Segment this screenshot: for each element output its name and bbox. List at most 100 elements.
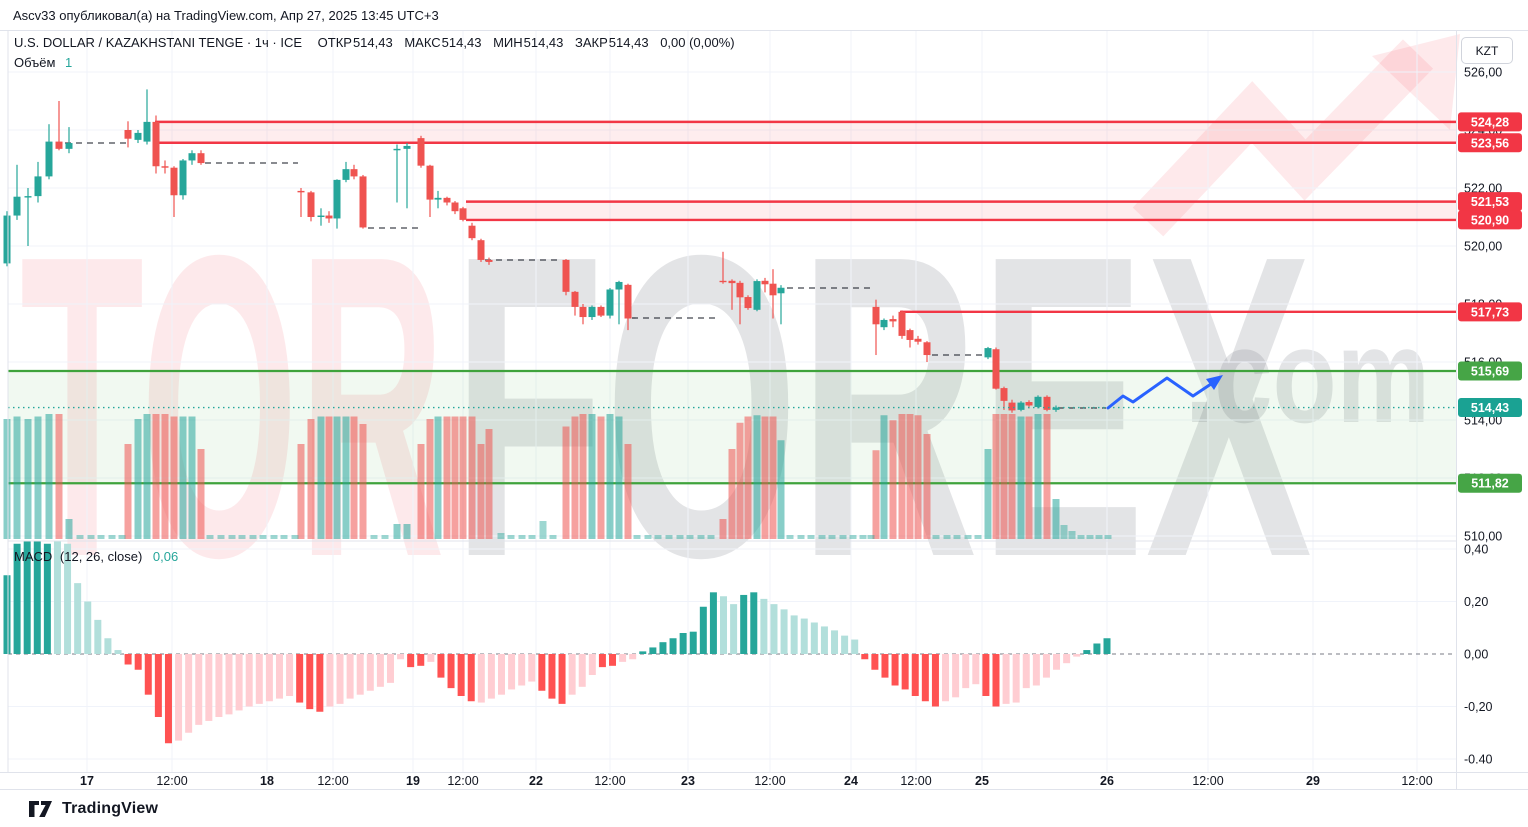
time-axis-label: 12:00: [1192, 774, 1223, 788]
macd-bar: [245, 654, 253, 707]
candle-body: [188, 153, 196, 161]
symbol-title[interactable]: U.S. DOLLAR / KAZAKHSTANI TENGE · 1ч · I…: [14, 35, 303, 50]
candle-body: [342, 169, 350, 180]
volume-bar: [152, 414, 160, 539]
macd-bar: [114, 650, 122, 654]
volume-tick-bar: [676, 535, 684, 539]
candle-body: [769, 283, 777, 296]
volume-tick-bar: [707, 535, 715, 539]
time-axis-label: 17: [80, 774, 94, 788]
volume-tick-bar: [964, 535, 972, 539]
macd-bar: [619, 654, 627, 662]
currency-button[interactable]: KZT: [1461, 37, 1513, 64]
volume-bar: [769, 416, 777, 539]
volume-bar: [588, 414, 596, 539]
macd-legend: MACD (12, 26, close) 0,06: [14, 549, 178, 564]
forecast-arrowhead-icon: [1206, 375, 1223, 390]
macd-bar: [205, 654, 213, 721]
macd-bar: [760, 598, 768, 654]
tradingview-logo-icon[interactable]: [28, 800, 53, 818]
macd-label[interactable]: MACD: [14, 549, 53, 564]
macd-bar: [386, 654, 394, 683]
macd-bar: [1053, 654, 1061, 670]
macd-bar: [1022, 654, 1030, 689]
volume-tick-bar: [108, 535, 116, 539]
candle-body: [34, 176, 42, 197]
macd-bar: [296, 654, 304, 703]
macd-bar: [94, 619, 102, 654]
candle-body: [744, 297, 752, 309]
macd-bar: [1063, 654, 1071, 664]
macd-bar: [3, 575, 11, 654]
price-level-badge-text: 511,82: [1471, 477, 1509, 491]
time-axis[interactable]: 17 12:00 18 12:00 19 12:00 22 12:00 23 12:00 24 12:…: [80, 774, 1433, 788]
time-axis-label: 19: [406, 774, 420, 788]
candle-body: [588, 306, 596, 318]
volume-tick-bar: [118, 535, 126, 539]
macd-bar: [467, 654, 475, 702]
tradingview-wordmark[interactable]: TradingView: [62, 799, 159, 817]
macd-bar: [134, 654, 142, 670]
volume-label[interactable]: Объём: [14, 55, 56, 70]
volume-tick-bar: [633, 535, 641, 539]
macd-bar: [1042, 654, 1050, 678]
macd-bar: [790, 615, 798, 654]
volume-tick-bar: [943, 535, 951, 539]
volume-bar: [55, 414, 63, 539]
macd-bar: [356, 654, 364, 695]
price-axis[interactable]: 526,00524,00522,00520,00518,00516,00514,…: [1458, 66, 1522, 767]
volume-tick-bar: [228, 535, 236, 539]
volume-bar: [1034, 414, 1042, 539]
macd-bar: [457, 654, 465, 696]
price-axis-label: 526,00: [1464, 66, 1502, 80]
candle-body: [124, 130, 132, 139]
resistance-band-fill-2: [466, 201, 1456, 220]
volume-tick-bar: [849, 535, 857, 539]
macd-bar: [901, 654, 909, 690]
volume-bar: [1052, 499, 1060, 539]
candle-body: [1025, 402, 1033, 406]
macd-axis-label: -0.40: [1464, 753, 1493, 767]
macd-bar: [679, 633, 687, 654]
volume-tick-bar: [1086, 535, 1094, 539]
candle-body: [889, 319, 897, 322]
macd-bar: [407, 654, 415, 668]
time-axis-label: 12:00: [594, 774, 625, 788]
candle-body: [898, 311, 906, 336]
macd-bar: [588, 654, 596, 675]
macd-bar: [43, 543, 51, 654]
time-axis-label: 12:00: [754, 774, 785, 788]
macd-bar: [104, 638, 112, 654]
volume-bar: [923, 434, 931, 539]
candle-body: [161, 166, 169, 168]
macd-bar: [750, 592, 758, 654]
macd-histogram: [3, 541, 1111, 744]
volume-tick-bar: [665, 535, 673, 539]
candle-body: [13, 196, 21, 216]
volume-bar: [728, 449, 736, 539]
volume-tick-bar: [270, 535, 278, 539]
candle-body: [992, 349, 1000, 389]
ohlc-change-value: 0,00 (0,00%): [660, 35, 735, 50]
volume-bar: [1000, 414, 1008, 539]
chart-area[interactable]: TORFOREX.com 17 12:00 18 12:00 19 12:00 22 12:00…: [0, 30, 1528, 790]
macd-bar: [366, 654, 374, 691]
volume-tick-bar: [1077, 535, 1085, 539]
volume-bar: [197, 449, 205, 539]
volume-bar: [297, 444, 305, 539]
volume-tick-bar: [280, 535, 288, 539]
forecast-arrow[interactable]: [1106, 376, 1219, 410]
volume-bar: [3, 419, 11, 539]
volume-tick-bar: [867, 535, 875, 539]
time-axis-label: 26: [1100, 774, 1114, 788]
chart-canvas[interactable]: TORFOREX.com 17 12:00 18 12:00 19 12:00 22 12:00…: [0, 30, 1528, 790]
volume-tick-bar: [76, 535, 84, 539]
macd-bar: [316, 654, 324, 712]
macd-bar: [164, 654, 172, 744]
volume-bar: [872, 450, 880, 539]
candle-body: [317, 215, 325, 217]
volume-tick-bar: [697, 535, 705, 539]
candle-body: [606, 289, 614, 316]
candle-body: [615, 281, 623, 290]
price-axis-label: 522,00: [1464, 182, 1502, 196]
